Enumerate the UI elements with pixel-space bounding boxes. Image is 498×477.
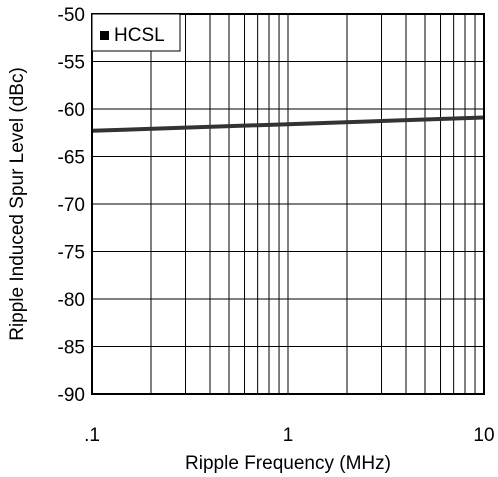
- series-layer: [91, 115, 485, 133]
- y-tick-label: -50: [58, 5, 85, 26]
- y-tick-labels: -50 -55 -60 -65 -70 -75 -80 -85 -90: [58, 5, 85, 406]
- x-tick-label: .1: [84, 425, 100, 446]
- y-tick-label: -55: [58, 53, 85, 74]
- series-line-hcsl: [91, 115, 485, 133]
- grid: [92, 14, 484, 394]
- legend-swatch: [100, 31, 109, 40]
- y-tick-label: -75: [58, 243, 85, 264]
- y-axis-title: Ripple Induced Spur Level (dBc): [7, 67, 28, 341]
- x-tick-labels: .1 1 10: [84, 425, 495, 446]
- x-tick-label: 1: [283, 425, 294, 446]
- plot-frame: [91, 13, 485, 395]
- y-tick-label: -70: [58, 195, 85, 216]
- y-tick-label: -60: [58, 100, 85, 121]
- legend: HCSL: [91, 13, 181, 52]
- legend-label-hcsl: HCSL: [114, 25, 165, 46]
- y-tick-label: -80: [58, 290, 85, 311]
- x-axis-title: Ripple Frequency (MHz): [185, 453, 391, 474]
- y-tick-label: -90: [58, 385, 85, 406]
- y-tick-label: -85: [58, 338, 85, 359]
- y-tick-label: -65: [58, 148, 85, 169]
- x-tick-label: 10: [473, 425, 494, 446]
